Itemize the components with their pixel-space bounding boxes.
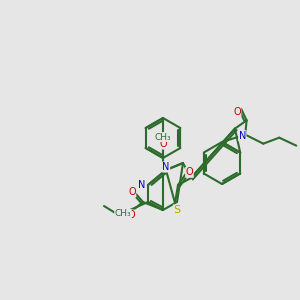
Text: N: N: [162, 162, 170, 172]
Text: O: O: [186, 167, 193, 177]
Text: O: O: [159, 139, 167, 149]
Text: S: S: [173, 205, 181, 215]
Text: O: O: [233, 106, 241, 117]
Text: N: N: [138, 180, 146, 190]
Text: O: O: [128, 187, 136, 197]
Text: O: O: [127, 210, 135, 220]
Text: CH₃: CH₃: [115, 209, 131, 218]
Text: N: N: [238, 131, 246, 141]
Text: CH₃: CH₃: [155, 133, 171, 142]
